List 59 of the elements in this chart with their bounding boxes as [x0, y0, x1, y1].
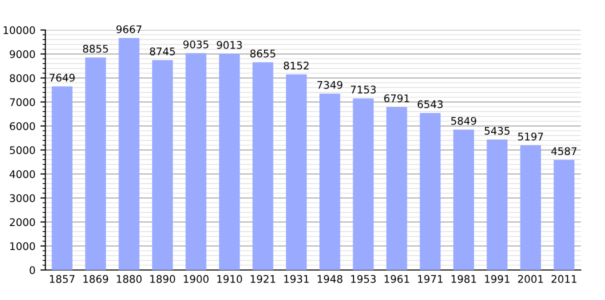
- bar: [152, 60, 173, 270]
- bar: [319, 94, 340, 270]
- bar: [554, 160, 574, 270]
- x-tick-label: 2011: [552, 275, 576, 283]
- bar: [520, 145, 541, 270]
- x-tick-label: 1900: [184, 275, 209, 283]
- data-label: 6791: [384, 94, 410, 102]
- data-label: 8745: [150, 47, 175, 56]
- bar: [118, 38, 140, 270]
- x-tick-label: 1961: [384, 275, 410, 283]
- x-tick-label: 1991: [485, 275, 510, 283]
- bar: [486, 140, 508, 270]
- data-label: 9667: [116, 25, 142, 34]
- data-label: 6543: [418, 100, 443, 108]
- x-tick-label: 1948: [318, 275, 342, 283]
- x-tick-label: 1890: [150, 275, 176, 283]
- bar: [352, 98, 374, 270]
- data-label: 8855: [83, 44, 108, 53]
- bar: [386, 107, 408, 270]
- bar: [219, 54, 240, 270]
- data-label: 4587: [551, 147, 576, 156]
- x-tick-label: 1857: [50, 275, 74, 283]
- x-tick-label: 1931: [284, 275, 309, 283]
- data-label: 7649: [50, 74, 75, 82]
- bar: [252, 62, 274, 270]
- x-tick-label: 1921: [250, 275, 276, 283]
- data-label: 5197: [518, 132, 543, 140]
- data-label: 5435: [484, 126, 510, 135]
- data-label: 5849: [451, 116, 476, 125]
- y-tick-label: 2000: [10, 218, 35, 226]
- x-tick-label: 1953: [351, 275, 376, 283]
- data-label: 9035: [183, 40, 208, 48]
- y-tick-label: 6000: [10, 122, 35, 130]
- y-tick-label: 8000: [10, 74, 35, 82]
- data-label: 7153: [350, 86, 376, 94]
- x-tick-label: 1971: [418, 275, 443, 283]
- x-tick-label: 1869: [83, 275, 108, 283]
- y-tick-label: 5000: [10, 146, 35, 154]
- y-tick-label: 7000: [10, 98, 35, 106]
- bar: [286, 74, 307, 270]
- x-tick-label: 1910: [217, 275, 242, 283]
- bar: [186, 53, 206, 270]
- bar: [420, 112, 441, 270]
- data-label: 9013: [216, 41, 242, 49]
- y-tick-label: 4000: [10, 170, 35, 178]
- bar: [52, 86, 72, 270]
- x-tick-label: 1880: [116, 275, 142, 283]
- data-label: 8655: [250, 50, 276, 58]
- data-label: 7349: [317, 80, 342, 89]
- x-tick-label: 1981: [452, 275, 476, 283]
- y-tick-label: 9000: [10, 50, 35, 58]
- data-label: 8152: [284, 62, 309, 70]
- y-tick-label: 3000: [10, 194, 35, 202]
- bar: [85, 57, 106, 270]
- bar: [453, 130, 474, 270]
- y-tick-label: 10000: [4, 26, 35, 34]
- y-tick-label: 0: [30, 266, 35, 274]
- x-tick-label: 2001: [518, 275, 543, 283]
- y-tick-label: 1000: [10, 242, 35, 250]
